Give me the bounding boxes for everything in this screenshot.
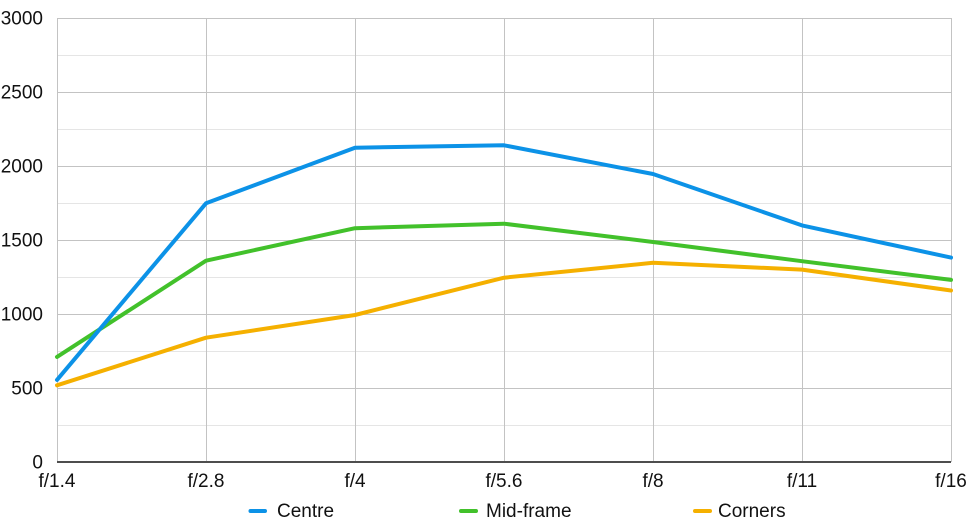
svg-text:Corners: Corners <box>718 501 786 520</box>
svg-text:1500: 1500 <box>1 231 43 252</box>
svg-text:3000: 3000 <box>1 9 43 30</box>
svg-text:0: 0 <box>32 453 43 474</box>
svg-text:f/4: f/4 <box>344 471 366 492</box>
svg-text:f/5.6: f/5.6 <box>486 471 523 492</box>
svg-text:Centre: Centre <box>277 501 334 520</box>
svg-text:f/16: f/16 <box>935 471 967 492</box>
svg-text:Mid-frame: Mid-frame <box>486 501 572 520</box>
svg-text:f/1.4: f/1.4 <box>39 471 76 492</box>
svg-text:f/2.8: f/2.8 <box>188 471 225 492</box>
svg-text:2500: 2500 <box>1 83 43 104</box>
svg-text:f/8: f/8 <box>642 471 663 492</box>
svg-text:f/11: f/11 <box>787 471 817 492</box>
svg-text:1000: 1000 <box>1 305 43 326</box>
svg-text:500: 500 <box>11 379 43 400</box>
svg-text:2000: 2000 <box>1 157 43 178</box>
